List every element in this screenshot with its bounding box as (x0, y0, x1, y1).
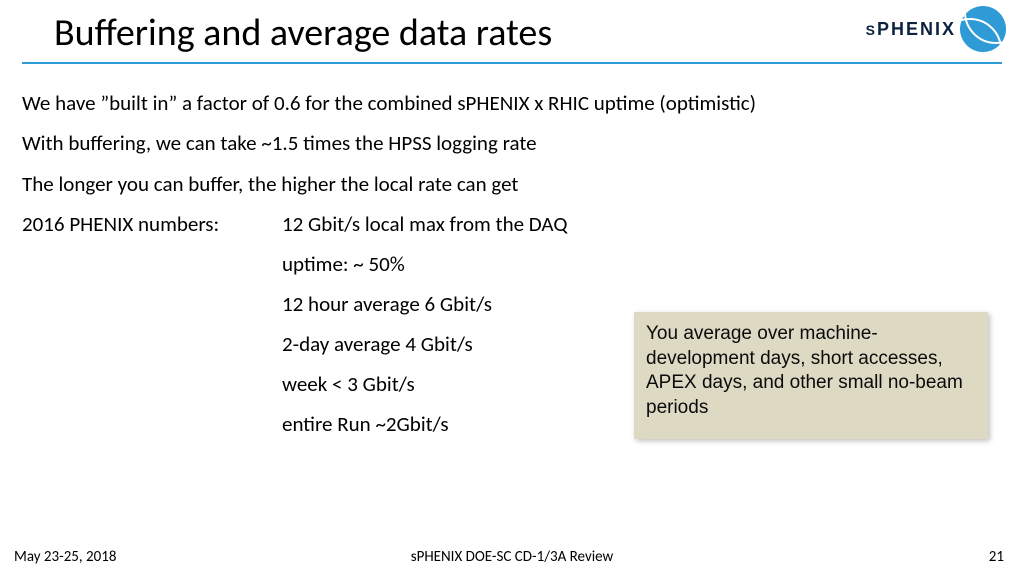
paragraph: With buffering, we can take ~1.5 times t… (22, 130, 1002, 156)
list-item: entire Run ~2Gbit/s (282, 411, 567, 437)
title-underline (22, 62, 1002, 64)
list-item: uptime: ~ 50% (282, 251, 567, 277)
paragraph: We have ”built in” a factor of 0.6 for t… (22, 90, 1002, 116)
list-item: 12 hour average 6 Gbit/s (282, 291, 567, 317)
list-item: 12 Gbit/s local max from the DAQ (282, 211, 567, 237)
note-callout: You average over machine-development day… (634, 312, 988, 439)
footer-page-number: 21 (989, 548, 1004, 566)
sphenix-logo: SPHENIsPHENIXX (866, 6, 1006, 52)
logo-text: SPHENIsPHENIXX (866, 19, 956, 40)
numbers-label: 2016 PHENIX numbers: (22, 211, 282, 451)
paragraph: The longer you can buffer, the higher th… (22, 171, 1002, 197)
list-item: week < 3 Gbit/s (282, 371, 567, 397)
logo-circle-icon (960, 6, 1006, 52)
numbers-list: 12 Gbit/s local max from the DAQ uptime:… (282, 211, 567, 451)
footer-center: sPHENIX DOE-SC CD-1/3A Review (0, 548, 1024, 566)
list-item: 2-day average 4 Gbit/s (282, 331, 567, 357)
slide: Buffering and average data rates SPHENIs… (0, 0, 1024, 576)
